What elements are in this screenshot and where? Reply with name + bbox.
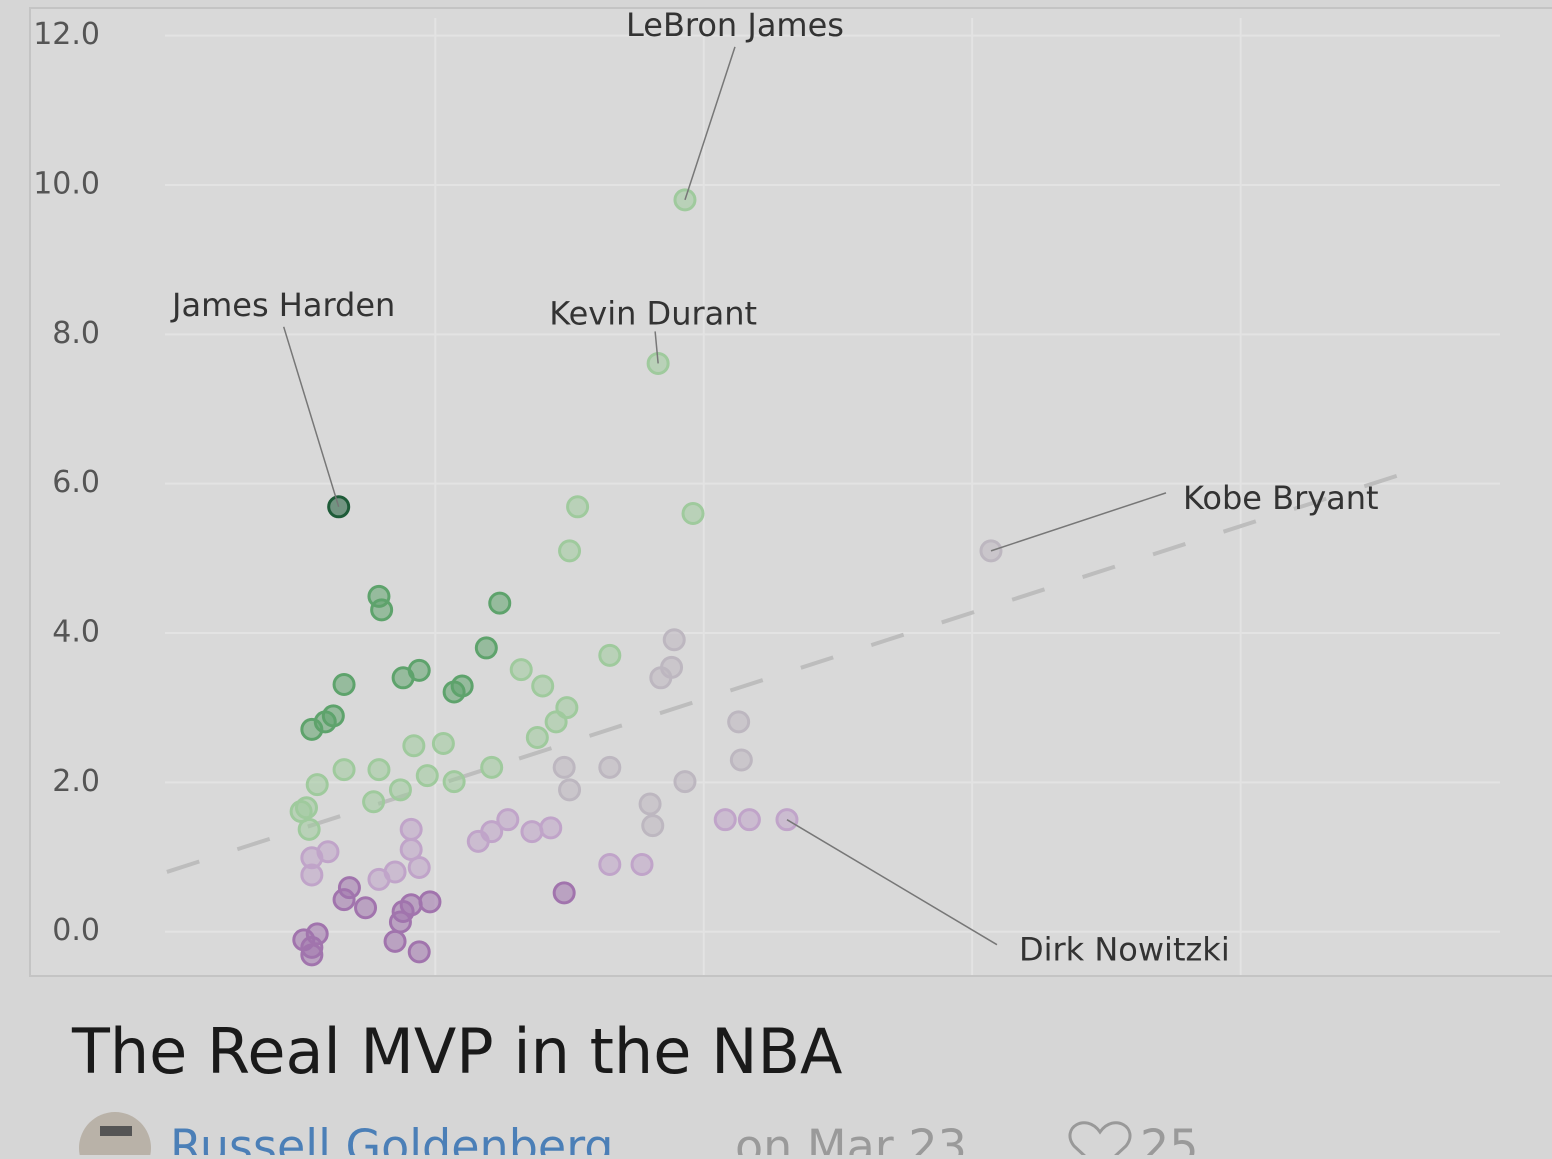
point	[383, 929, 407, 953]
point	[415, 764, 439, 788]
point	[450, 674, 474, 698]
y-tick-label: 0.0	[52, 913, 100, 948]
point	[300, 863, 324, 887]
point	[531, 674, 555, 698]
point	[598, 643, 622, 667]
point	[383, 860, 407, 884]
annotation-line	[684, 46, 736, 201]
likes[interactable]: 25	[1140, 1120, 1199, 1159]
point	[496, 808, 520, 832]
point	[480, 820, 504, 844]
avatar-glasses	[100, 1126, 132, 1136]
point	[407, 658, 431, 682]
y-tick-label: 10.0	[33, 166, 100, 201]
point	[558, 778, 582, 802]
card-title[interactable]: The Real MVP in the NBA	[71, 1015, 842, 1088]
point	[388, 778, 412, 802]
point	[638, 792, 662, 816]
annotation-line	[654, 331, 659, 364]
point	[388, 910, 412, 934]
point	[300, 943, 324, 967]
point	[525, 726, 549, 750]
point	[407, 940, 431, 964]
plot: 0.0 2.0 4.0 6.0 8.0 10.0 12.0 LeBron James Kevin…	[33, 6, 1500, 975]
point	[598, 755, 622, 779]
point	[431, 732, 455, 756]
point	[474, 636, 498, 660]
point	[407, 855, 431, 879]
point	[713, 808, 737, 832]
point	[316, 840, 340, 864]
point	[305, 773, 329, 797]
point	[729, 748, 753, 772]
point	[402, 734, 426, 758]
point	[370, 598, 394, 622]
point	[673, 770, 697, 794]
annotation-label: James Harden	[170, 286, 395, 324]
point	[558, 539, 582, 563]
point	[539, 816, 563, 840]
point	[305, 922, 329, 946]
point	[566, 495, 590, 519]
point	[488, 591, 512, 615]
point	[630, 852, 654, 876]
annotation-label: Kobe Bryant	[1183, 479, 1379, 517]
annotation-label: LeBron James	[626, 6, 844, 44]
point	[399, 817, 423, 841]
point	[662, 628, 686, 652]
point	[544, 710, 568, 734]
point	[737, 808, 761, 832]
point	[552, 755, 576, 779]
point	[418, 890, 442, 914]
point	[727, 710, 751, 734]
annotation-label: Kevin Durant	[549, 294, 757, 332]
point	[332, 758, 356, 782]
point	[509, 658, 533, 682]
point	[520, 820, 544, 844]
y-tick-label: 12.0	[33, 17, 100, 52]
annotation-line	[786, 819, 998, 946]
point	[442, 770, 466, 794]
annotation-label: Dirk Nowitzki	[1019, 931, 1230, 969]
point	[598, 852, 622, 876]
point	[641, 814, 665, 838]
point	[552, 881, 576, 905]
point	[327, 495, 351, 519]
y-tick-label: 4.0	[52, 615, 100, 650]
y-tick-label: 8.0	[52, 316, 100, 351]
point	[480, 755, 504, 779]
point	[681, 502, 705, 526]
y-tick-label: 6.0	[52, 465, 100, 500]
y-tick-label: 2.0	[52, 764, 100, 799]
point	[649, 666, 673, 690]
point	[354, 896, 378, 920]
like-icon[interactable]	[1068, 1121, 1132, 1159]
author[interactable]: Russell Goldenberg	[170, 1120, 614, 1159]
point	[332, 673, 356, 697]
annotation-line	[282, 326, 340, 508]
point	[362, 790, 386, 814]
point	[332, 888, 356, 912]
annotation-line	[990, 492, 1167, 552]
date: on Mar 23	[735, 1120, 967, 1156]
point	[367, 758, 391, 782]
point	[300, 717, 324, 741]
point	[297, 817, 321, 841]
